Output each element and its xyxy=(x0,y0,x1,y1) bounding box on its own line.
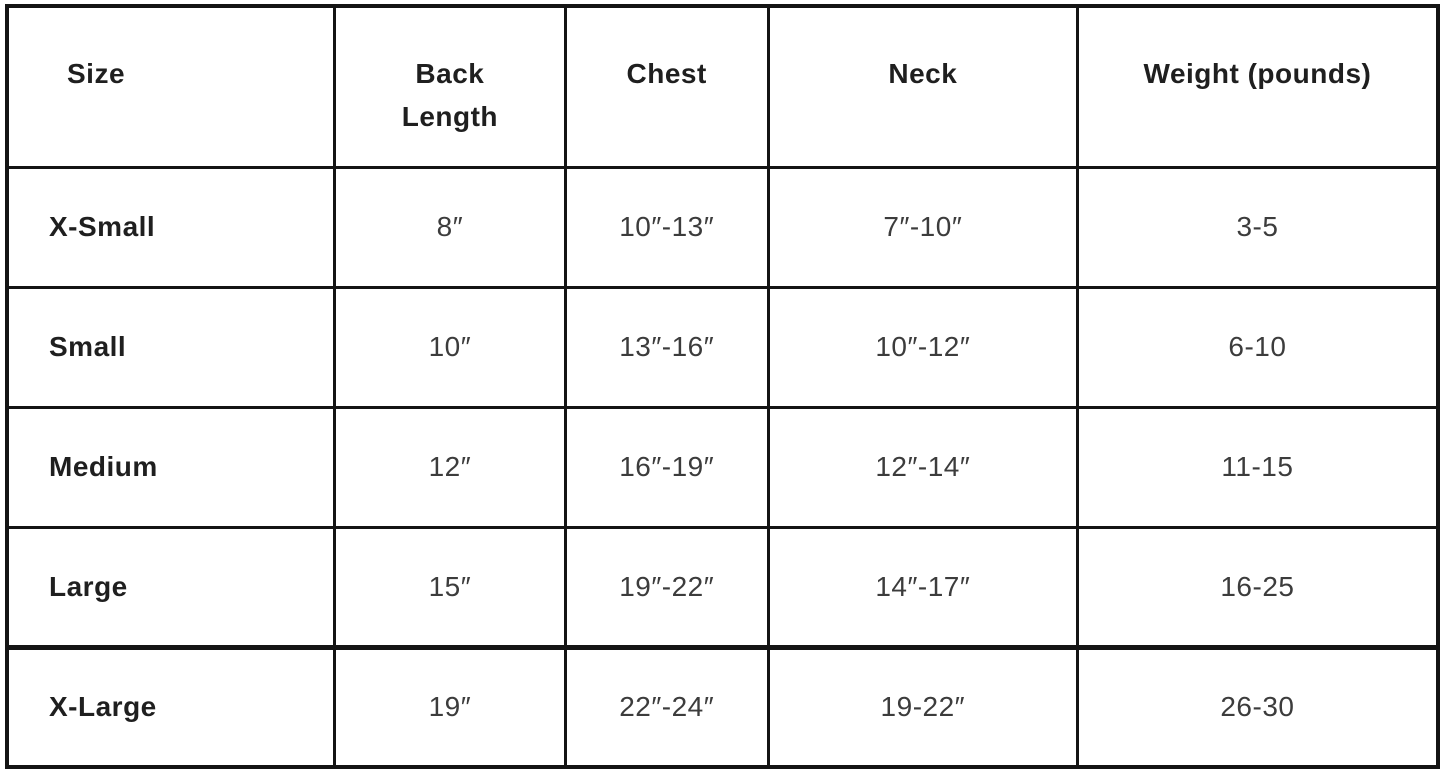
cell-neck: 12″-14″ xyxy=(766,405,1079,529)
cell-size: Large xyxy=(5,525,337,649)
column-header-back-length-label: Back Length xyxy=(401,58,499,133)
cell-weight: 26-30 xyxy=(1075,644,1440,769)
cell-back-length: 15″ xyxy=(333,525,567,649)
cell-back-length: 12″ xyxy=(333,405,567,529)
column-header-chest: Chest xyxy=(563,4,770,169)
column-header-weight: Weight (pounds) xyxy=(1075,4,1440,169)
table-row-x-small: X-Small 8″ 10″-13″ 7″-10″ 3-5 xyxy=(5,165,1440,289)
cell-size: X-Large xyxy=(5,644,337,769)
column-header-chest-label: Chest xyxy=(626,58,707,89)
cell-back-length: 8″ xyxy=(333,165,567,289)
size-chart-table: Size Back Length Chest Neck Weight (poun… xyxy=(5,4,1440,769)
cell-neck: 10″-12″ xyxy=(766,285,1079,409)
cell-neck: 7″-10″ xyxy=(766,165,1079,289)
cell-neck: 14″-17″ xyxy=(766,525,1079,649)
column-header-size-label: Size xyxy=(67,58,126,89)
cell-chest: 16″-19″ xyxy=(563,405,770,529)
cell-chest: 22″-24″ xyxy=(563,644,770,769)
cell-back-length: 10″ xyxy=(333,285,567,409)
cell-back-length: 19″ xyxy=(333,644,567,769)
table-row-medium: Medium 12″ 16″-19″ 12″-14″ 11-15 xyxy=(5,405,1440,529)
table-row-large: Large 15″ 19″-22″ 14″-17″ 16-25 xyxy=(5,525,1440,649)
table-row-x-large: X-Large 19″ 22″-24″ 19-22″ 26-30 xyxy=(5,644,1440,769)
column-header-neck: Neck xyxy=(766,4,1079,169)
cell-neck: 19-22″ xyxy=(766,644,1079,769)
cell-weight: 11-15 xyxy=(1075,405,1440,529)
cell-size: Medium xyxy=(5,405,337,529)
column-header-weight-label: Weight (pounds) xyxy=(1143,58,1372,89)
cell-weight: 6-10 xyxy=(1075,285,1440,409)
cell-chest: 19″-22″ xyxy=(563,525,770,649)
column-header-size: Size xyxy=(5,4,337,169)
cell-chest: 13″-16″ xyxy=(563,285,770,409)
column-header-neck-label: Neck xyxy=(888,58,958,89)
table-row-small: Small 10″ 13″-16″ 10″-12″ 6-10 xyxy=(5,285,1440,409)
cell-weight: 3-5 xyxy=(1075,165,1440,289)
column-header-back-length: Back Length xyxy=(333,4,567,169)
cell-size: X-Small xyxy=(5,165,337,289)
cell-chest: 10″-13″ xyxy=(563,165,770,289)
cell-size: Small xyxy=(5,285,337,409)
header-row: Size Back Length Chest Neck Weight (poun… xyxy=(5,4,1440,169)
cell-weight: 16-25 xyxy=(1075,525,1440,649)
